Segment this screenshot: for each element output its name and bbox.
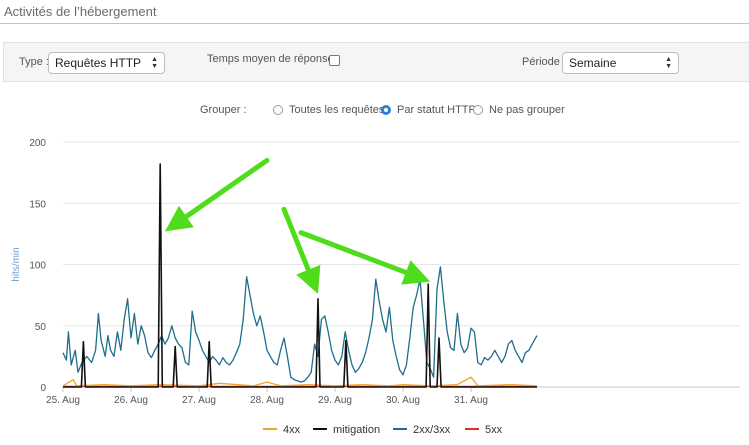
legend-swatch-4xx: [263, 428, 277, 431]
annotation-arrow-shaft: [281, 206, 311, 273]
radio-all-requests[interactable]: [273, 105, 283, 115]
y-tick-label: 200: [29, 138, 46, 149]
legend-label-2xx3xx: 2xx/3xx: [413, 424, 451, 436]
legend-label-5xx: 5xx: [485, 424, 503, 436]
x-tick-label: 28. Aug: [250, 395, 284, 406]
grouping-options: Grouper : Toutes les requêtes Par statut…: [0, 104, 749, 120]
type-select-value: Requêtes HTTP: [55, 56, 142, 70]
radio-no-grouping[interactable]: [473, 105, 483, 115]
legend-swatch-2xx3xx: [393, 428, 407, 431]
annotation-arrow-shaft: [183, 157, 270, 220]
period-label: Période :: [522, 56, 567, 68]
x-tick-label: 26. Aug: [114, 395, 148, 406]
chart-legend: 4xx mitigation 2xx/3xx 5xx: [0, 424, 749, 438]
x-tick-label: 31. Aug: [454, 395, 488, 406]
legend-label-4xx: 4xx: [283, 424, 301, 436]
grouping-label: Grouper :: [200, 104, 247, 116]
hits-line-chart: 0 50 100 150 200 25. Aug 26. Aug 27. Aug 28. Aug…: [11, 138, 740, 406]
period-select[interactable]: Semaine ▲ ▼: [562, 52, 679, 74]
select-arrows-icon: ▲ ▼: [665, 56, 672, 70]
type-select[interactable]: Requêtes HTTP ▲ ▼: [48, 52, 165, 74]
y-axis-label: hits/min: [11, 247, 22, 281]
x-tick-label: 27. Aug: [182, 395, 216, 406]
y-tick-label: 100: [29, 261, 46, 272]
filter-bar: Type : Requêtes HTTP ▲ ▼ Temps moyen de r…: [3, 42, 749, 82]
type-label: Type :: [19, 56, 49, 68]
series-line-2xx3xx: [62, 266, 538, 383]
period-select-value: Semaine: [569, 56, 617, 70]
x-tick-label: 25. Aug: [46, 395, 80, 406]
legend-label-mitigation: mitigation: [333, 424, 381, 436]
title-divider: [0, 23, 749, 24]
x-tick-label: 29. Aug: [318, 395, 352, 406]
select-arrows-icon: ▲ ▼: [151, 56, 158, 70]
annotation-arrow-head: [165, 205, 194, 232]
radio-no-grouping-label[interactable]: Ne pas grouper: [489, 104, 565, 116]
avg-response-checkbox[interactable]: [329, 55, 340, 66]
legend-swatch-5xx: [465, 428, 479, 431]
legend-item-5xx[interactable]: 5xx: [465, 424, 502, 436]
radio-by-http-status[interactable]: [381, 105, 391, 115]
legend-item-mitigation[interactable]: mitigation: [313, 424, 380, 436]
radio-by-http-status-label[interactable]: Par statut HTTP: [397, 104, 476, 116]
y-tick-label: 150: [29, 199, 46, 210]
x-tick-label: 30. Aug: [386, 395, 420, 406]
annotation-arrow-shaft: [298, 230, 409, 275]
annotation-arrow-head: [296, 264, 321, 294]
page-title: Activités de l’hébergement: [4, 4, 157, 19]
annotation-arrow-head: [401, 260, 431, 285]
radio-all-requests-label[interactable]: Toutes les requêtes: [289, 104, 385, 116]
series-line-mitigation: [63, 163, 537, 388]
avg-response-label: Temps moyen de réponse :: [207, 53, 340, 65]
y-tick-label: 50: [35, 322, 47, 333]
legend-item-4xx[interactable]: 4xx: [263, 424, 300, 436]
legend-swatch-mitigation: [313, 428, 327, 431]
y-tick-label: 0: [40, 383, 46, 394]
legend-item-2xx3xx[interactable]: 2xx/3xx: [393, 424, 450, 436]
series-line-4xx: [62, 376, 538, 387]
